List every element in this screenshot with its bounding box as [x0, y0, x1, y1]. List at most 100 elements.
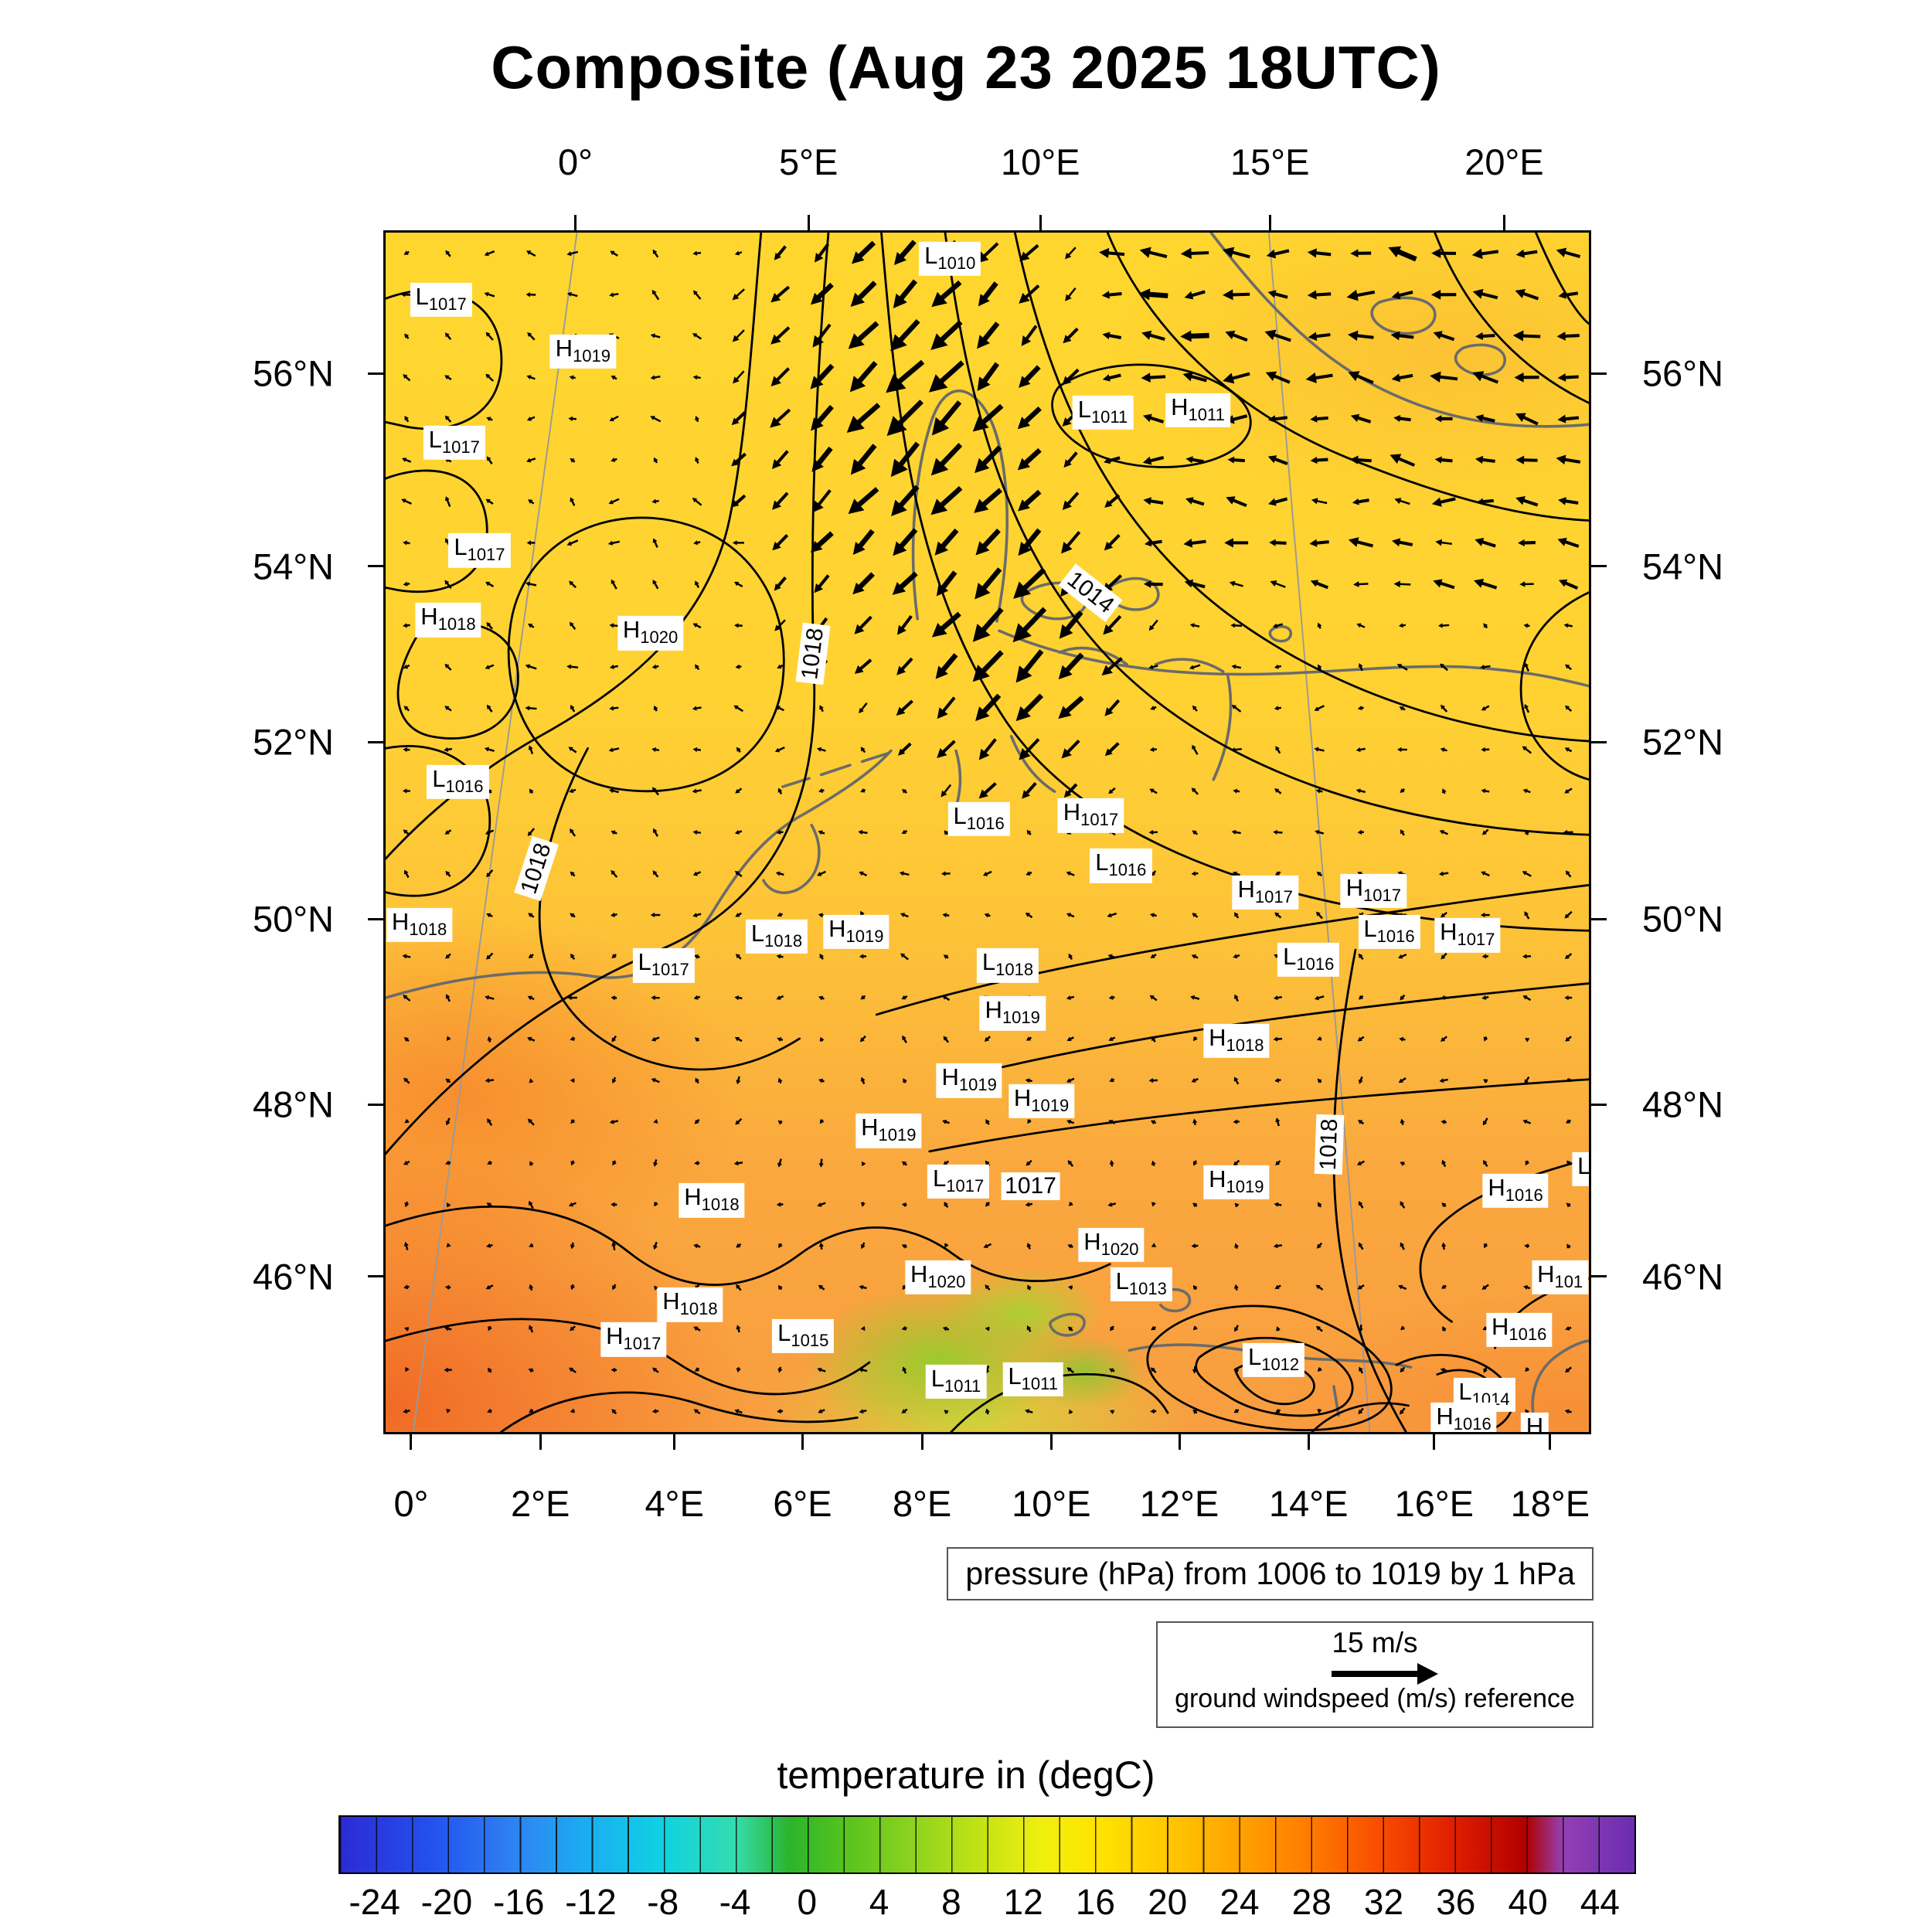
colorbar-tick-label: -16 — [492, 1882, 545, 1922]
pressure-center-label: L1018 — [745, 919, 808, 954]
axis-tick-left — [368, 1103, 383, 1106]
colorbar-tick-label: 32 — [1363, 1882, 1404, 1922]
colorbar-tick-label: 12 — [1003, 1882, 1043, 1922]
pressure-center-label: H1019 — [936, 1063, 1002, 1098]
pressure-center-label: H1018 — [679, 1183, 745, 1218]
pressure-caption: pressure (hPa) from 1006 to 1019 by 1 hP… — [947, 1547, 1594, 1600]
pressure-center-label: L1018 — [976, 948, 1039, 983]
pressure-center-label: H1019 — [1203, 1165, 1270, 1200]
axis-tick-label-top: 15°E — [1230, 141, 1310, 182]
axis-tick-label-right: 54°N — [1642, 546, 1724, 587]
pressure-center-label: H1018 — [1203, 1023, 1270, 1059]
contour-value-label: 1018 — [513, 835, 559, 901]
pressure-center-label: L1016 — [1358, 914, 1420, 949]
pressure-center-label: L1016 — [1277, 942, 1340, 977]
pressure-center-label: H1016 — [1486, 1312, 1553, 1348]
axis-tick-bottom — [920, 1434, 923, 1450]
pressure-center-label: H1020 — [617, 616, 684, 651]
colorbar-tick-label: -8 — [647, 1882, 679, 1922]
wind-reference-arrow-icon — [1332, 1663, 1438, 1685]
pressure-center-label: H1019 — [1008, 1083, 1075, 1118]
pressure-center-label: L1010 — [919, 242, 981, 277]
colorbar-tick-label: 20 — [1148, 1882, 1188, 1922]
pressure-center-label: H1018 — [386, 907, 453, 942]
colorbar-cell-separators — [340, 1817, 1634, 1872]
pressure-center-label: L1016 — [427, 764, 489, 799]
pressure-center-label: H1017 — [1232, 875, 1298, 910]
pressure-center-label: L1016 — [947, 801, 1010, 837]
page-title: Composite (Aug 23 2025 18UTC) — [491, 33, 1441, 101]
axis-tick-label-left: 46°N — [252, 1256, 334, 1298]
axis-tick-label-left: 48°N — [252, 1083, 334, 1125]
axis-tick-label-top: 0° — [558, 141, 593, 182]
wind-arrows-layer — [400, 240, 1581, 1416]
pressure-center-label: L1015 — [772, 1318, 835, 1353]
colorbar-tick-label: 24 — [1219, 1882, 1260, 1922]
map-plot-area: L1017 H1019 L1010 L1017 L1011 H1011 L1017 H1018… — [383, 230, 1591, 1434]
axis-tick-label-bottom: 4°E — [645, 1483, 704, 1524]
axis-tick-label-left: 54°N — [252, 546, 334, 587]
pressure-center-label: H1017 — [1057, 798, 1124, 833]
colorbar-tick-label: -20 — [420, 1882, 473, 1922]
pressure-center-label: H1017 — [1340, 873, 1406, 909]
axis-tick-right — [1591, 372, 1607, 375]
colorbar-tick-label: 4 — [869, 1882, 889, 1922]
pressure-center-label: L1011 — [1072, 395, 1134, 430]
contour-value-label: 1018 — [795, 622, 831, 685]
axis-tick-label-bottom: 0° — [393, 1483, 429, 1524]
axis-tick-label-top: 5°E — [779, 141, 838, 182]
axis-tick-label-bottom: 14°E — [1269, 1483, 1349, 1524]
axis-tick-label-left: 56°N — [252, 352, 334, 394]
colorbar-tick-label: -4 — [719, 1882, 751, 1922]
axis-tick-top — [1039, 215, 1042, 230]
pressure-center-labels-layer: L1017 H1019 L1010 L1017 L1011 H1011 L1017 H1018… — [386, 233, 1589, 1432]
colorbar-tick-label: 40 — [1508, 1882, 1548, 1922]
axis-tick-top — [1268, 215, 1271, 230]
colorbar-tick-label: -24 — [349, 1882, 400, 1922]
colorbar-tick-label: 8 — [941, 1882, 961, 1922]
colorbar-tick-label: -12 — [565, 1882, 617, 1922]
axis-tick-bottom — [1433, 1434, 1436, 1450]
pressure-center-label: L1017 — [423, 425, 485, 460]
wind-reference-caption: ground windspeed (m/s) reference — [1175, 1684, 1575, 1713]
axis-tick-label-bottom: 8°E — [892, 1483, 952, 1524]
axis-tick-bottom — [410, 1434, 413, 1450]
pressure-center-label: H1017 — [600, 1322, 667, 1357]
axis-tick-label-left: 50°N — [252, 898, 334, 940]
colorbar-tick-label: 36 — [1436, 1882, 1476, 1922]
pressure-center-label: L1017 — [927, 1164, 990, 1199]
axis-tick-label-right: 52°N — [1642, 721, 1724, 763]
pressure-center-label: L1011 — [1002, 1362, 1063, 1396]
pressure-center-label: H1016 — [1482, 1173, 1549, 1209]
pressure-center-label: L1012 — [1242, 1342, 1305, 1378]
axis-tick-right — [1591, 740, 1607, 743]
axis-tick-top — [574, 215, 577, 230]
axis-tick-left — [368, 1275, 383, 1278]
axis-tick-bottom — [673, 1434, 676, 1450]
axis-tick-bottom — [1307, 1434, 1310, 1450]
wind-reference-speed: 15 m/s — [1332, 1627, 1418, 1658]
axis-tick-left — [368, 740, 383, 743]
axis-tick-top — [1502, 215, 1505, 230]
axis-tick-right — [1591, 1103, 1607, 1106]
temperature-colorbar — [338, 1815, 1636, 1874]
pressure-center-label: L1017 — [448, 533, 511, 568]
axis-tick-label-bottom: 16°E — [1394, 1483, 1475, 1524]
pressure-center-label: L1013 — [1110, 1267, 1172, 1302]
pressure-center-label: H1018 — [415, 603, 481, 638]
axis-tick-top — [807, 215, 810, 230]
axis-tick-label-top: 20°E — [1464, 141, 1544, 182]
pressure-center-label: H1019 — [549, 334, 617, 369]
pressure-center-label: L1016 — [1090, 849, 1152, 883]
axis-tick-label-bottom: 12°E — [1139, 1483, 1219, 1524]
pressure-center-label: L1011 — [925, 1364, 987, 1399]
axis-tick-left — [368, 372, 383, 375]
colorbar-tick-label: 16 — [1075, 1882, 1115, 1922]
axis-tick-label-right: 46°N — [1642, 1256, 1724, 1298]
axis-tick-right — [1591, 565, 1607, 568]
axis-tick-bottom — [1549, 1434, 1552, 1450]
contour-value-label: 1017 — [1001, 1172, 1060, 1200]
pressure-center-label: L1017 — [410, 282, 472, 318]
pressure-center-label: H1020 — [1078, 1227, 1145, 1263]
